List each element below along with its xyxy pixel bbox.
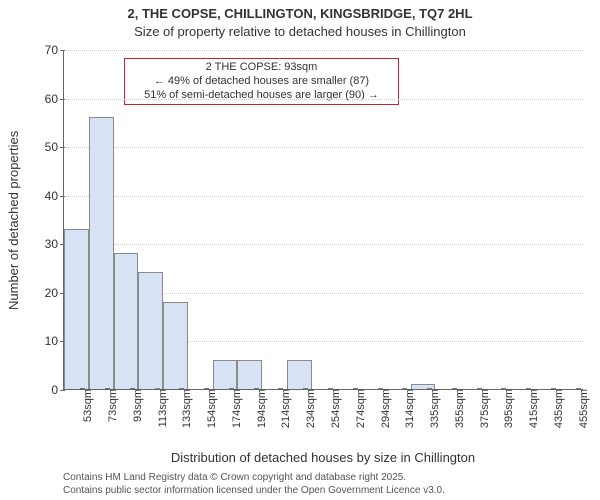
x-axis-label: Distribution of detached houses by size …: [63, 450, 583, 465]
chart-container: { "title": { "line1": "2, THE COPSE, CHI…: [0, 0, 600, 500]
x-tick-label: 113sqm: [155, 389, 169, 427]
gridline: [64, 244, 583, 245]
histogram-bar: [89, 117, 114, 389]
y-tick-label: 60: [45, 92, 64, 106]
gridline: [64, 99, 583, 100]
x-tick-label: 194sqm: [254, 389, 268, 428]
x-tick-label: 355sqm: [452, 389, 466, 428]
y-axis-label: Number of detached properties: [6, 130, 21, 309]
chart-title-address: 2, THE COPSE, CHILLINGTON, KINGSBRIDGE, …: [0, 6, 600, 21]
y-tick-label: 20: [45, 286, 64, 300]
y-tick-label: 10: [45, 334, 64, 348]
x-tick-label: 335sqm: [427, 389, 441, 428]
histogram-bar: [138, 272, 163, 389]
x-tick-label: 375sqm: [477, 389, 491, 428]
histogram-bar: [64, 229, 89, 389]
x-tick-label: 395sqm: [501, 389, 515, 428]
x-tick-label: 73sqm: [105, 389, 119, 422]
histogram-bar: [237, 360, 262, 389]
footer-line-2: Contains public sector information licen…: [63, 485, 445, 498]
y-tick-label: 30: [45, 237, 64, 251]
x-tick-label: 214sqm: [278, 389, 292, 428]
callout-line-smaller: ← 49% of detached houses are smaller (87…: [131, 75, 392, 89]
gridline: [64, 50, 583, 51]
plot-area: 2 THE COPSE: 93sqm ← 49% of detached hou…: [63, 50, 583, 390]
x-tick-label: 314sqm: [402, 389, 416, 428]
x-tick-label: 174sqm: [229, 389, 243, 428]
x-tick-label: 133sqm: [179, 389, 193, 428]
y-tick-label: 0: [51, 383, 64, 397]
x-tick-label: 415sqm: [526, 389, 540, 428]
callout-line-size: 2 THE COPSE: 93sqm: [131, 61, 392, 75]
x-tick-label: 254sqm: [328, 389, 342, 428]
histogram-bar: [163, 302, 188, 389]
x-tick-label: 294sqm: [378, 389, 392, 428]
histogram-bar: [213, 360, 238, 389]
x-tick-label: 455sqm: [576, 389, 590, 428]
x-tick-label: 154sqm: [204, 389, 218, 428]
histogram-bar: [287, 360, 312, 389]
y-tick-label: 50: [45, 140, 64, 154]
x-tick-label: 234sqm: [303, 389, 317, 428]
x-tick-label: 53sqm: [80, 389, 94, 422]
footer-line-1: Contains HM Land Registry data © Crown c…: [63, 472, 445, 485]
chart-footer: Contains HM Land Registry data © Crown c…: [63, 472, 445, 497]
x-tick-label: 274sqm: [353, 389, 367, 428]
gridline: [64, 147, 583, 148]
gridline: [64, 196, 583, 197]
chart-subtitle: Size of property relative to detached ho…: [0, 24, 600, 39]
x-tick-label: 435sqm: [551, 389, 565, 428]
y-tick-label: 70: [45, 43, 64, 57]
y-tick-label: 40: [45, 189, 64, 203]
callout-line-larger: 51% of semi-detached houses are larger (…: [131, 89, 392, 103]
x-tick-label: 93sqm: [130, 389, 144, 422]
histogram-bar: [114, 253, 139, 389]
